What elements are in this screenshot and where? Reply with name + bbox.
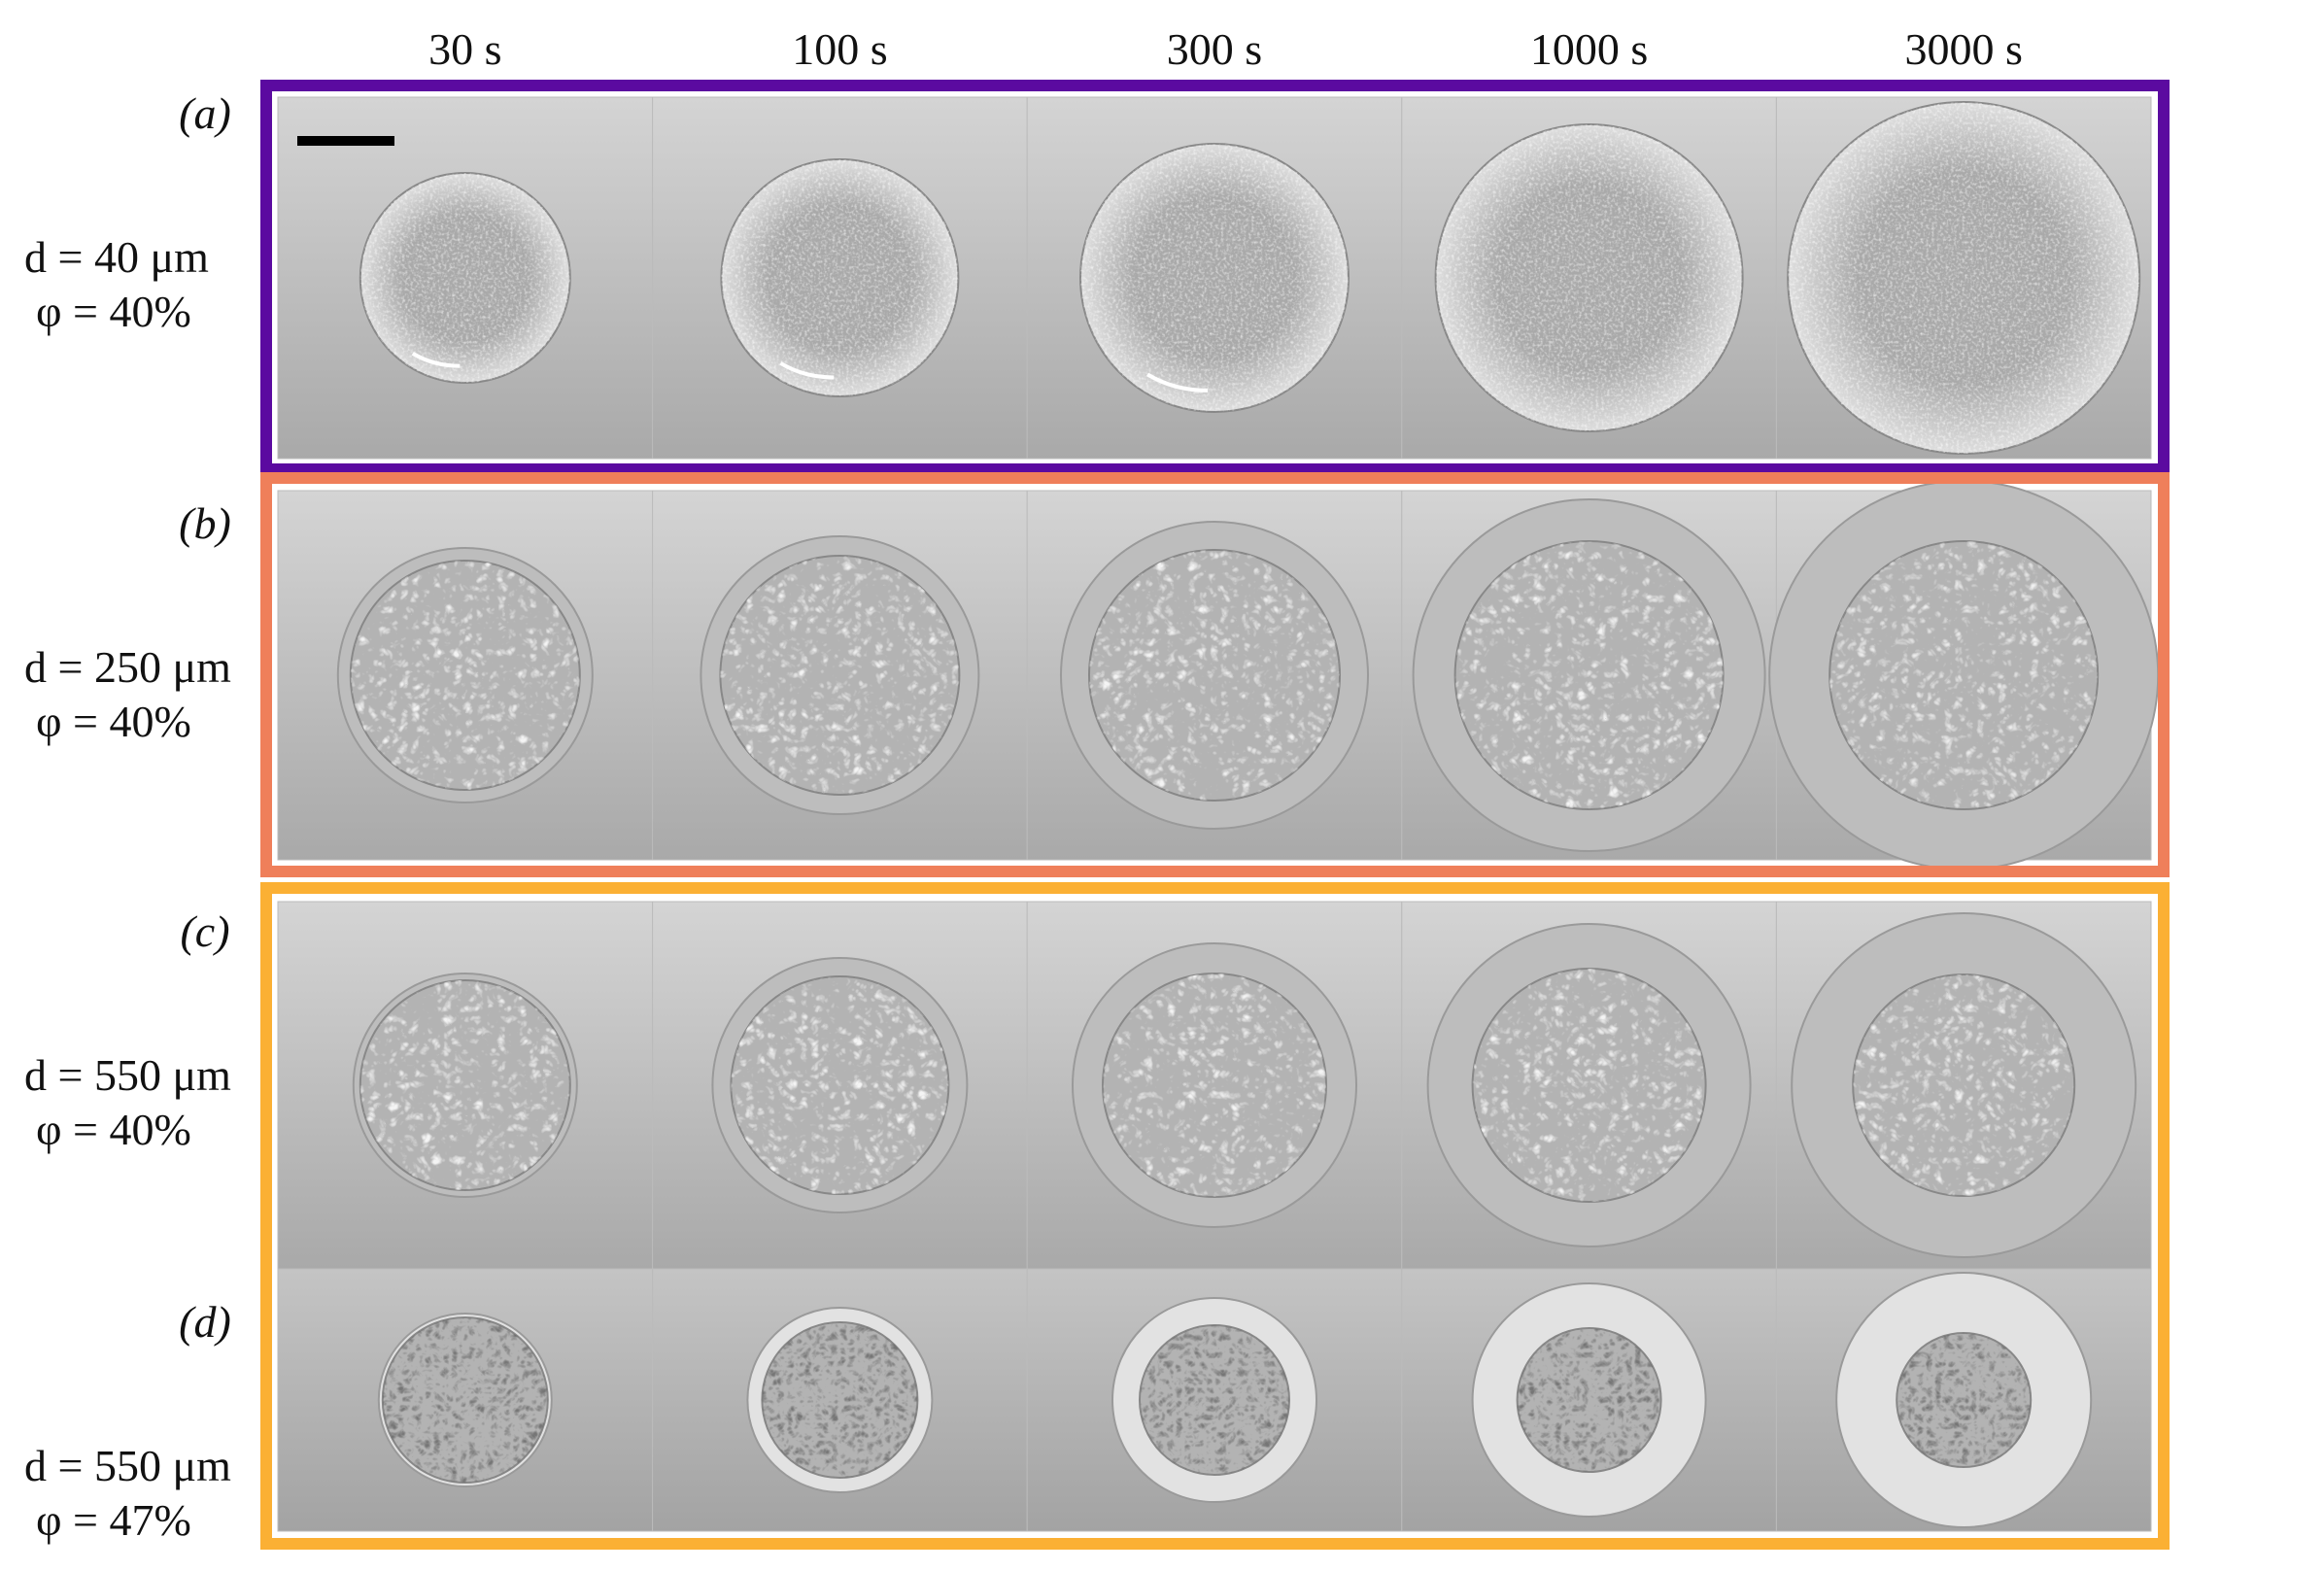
- image-panel: [1026, 901, 1403, 1270]
- image-panel: [1026, 96, 1403, 460]
- fraction-label: φ = 40%: [36, 697, 191, 746]
- particle-texture: [1517, 1328, 1661, 1472]
- image-panel: [652, 1268, 1028, 1532]
- particle-texture: [382, 1317, 548, 1483]
- particle-texture: [1788, 102, 2140, 454]
- image-panel: [1401, 490, 1777, 861]
- image-panel: [1768, 480, 2160, 871]
- size-label: d = 550 μm: [24, 1050, 231, 1100]
- column-label: 30 s: [428, 24, 501, 74]
- column-label: 3000 s: [1904, 24, 2022, 74]
- image-panel: [1775, 96, 2152, 460]
- row-label: (c): [180, 906, 229, 956]
- particle-texture: [1897, 1333, 2032, 1467]
- particle-texture: [1435, 124, 1743, 431]
- size-label: d = 550 μm: [24, 1441, 231, 1490]
- image-panel: [652, 96, 1028, 460]
- particle-texture: [762, 1322, 918, 1478]
- particle-texture: [1080, 144, 1349, 412]
- image-panel: [1775, 901, 2152, 1270]
- image-panel: [1775, 1268, 2152, 1532]
- column-label: 100 s: [792, 24, 887, 74]
- particle-texture: [1472, 969, 1706, 1202]
- reflection: [779, 361, 835, 380]
- image-panel: [652, 901, 1028, 1270]
- particle-texture: [359, 980, 570, 1190]
- size-label: d = 40 μm: [24, 232, 209, 282]
- row-label: (a): [179, 88, 231, 138]
- image-panel: [277, 901, 654, 1270]
- particle-texture: [350, 561, 580, 790]
- particle-texture: [1454, 541, 1724, 809]
- fraction-label: φ = 47%: [36, 1495, 191, 1545]
- row-frame: [260, 80, 2170, 475]
- reflection: [1145, 372, 1209, 393]
- particle-texture: [720, 556, 960, 795]
- row-label: (d): [179, 1297, 231, 1347]
- column-label: 1000 s: [1530, 24, 1648, 74]
- image-panel: [652, 490, 1028, 861]
- image-panel: [277, 1268, 654, 1532]
- row-frame: [260, 882, 2170, 1550]
- particle-texture: [731, 976, 949, 1194]
- image-panel: [1401, 901, 1777, 1270]
- image-panel: [277, 96, 654, 460]
- particle-texture: [721, 159, 959, 396]
- image-panel: [1026, 490, 1403, 861]
- size-label: d = 250 μm: [24, 642, 231, 692]
- particle-texture: [359, 173, 570, 383]
- image-panel: [1401, 96, 1777, 460]
- particle-texture: [1853, 974, 2075, 1196]
- reflection: [411, 352, 461, 368]
- fraction-label: φ = 40%: [36, 287, 191, 336]
- image-panel: [1401, 1268, 1777, 1532]
- image-panel: [277, 490, 654, 861]
- row-frame: [260, 472, 2170, 877]
- row-label: (b): [179, 498, 231, 548]
- image-panel: [1026, 1268, 1403, 1532]
- particle-texture: [1140, 1325, 1289, 1475]
- fraction-label: φ = 40%: [36, 1105, 191, 1154]
- particle-texture: [1089, 550, 1340, 801]
- particle-texture: [1829, 541, 2099, 809]
- column-label: 300 s: [1167, 24, 1262, 74]
- particle-texture: [1103, 973, 1326, 1197]
